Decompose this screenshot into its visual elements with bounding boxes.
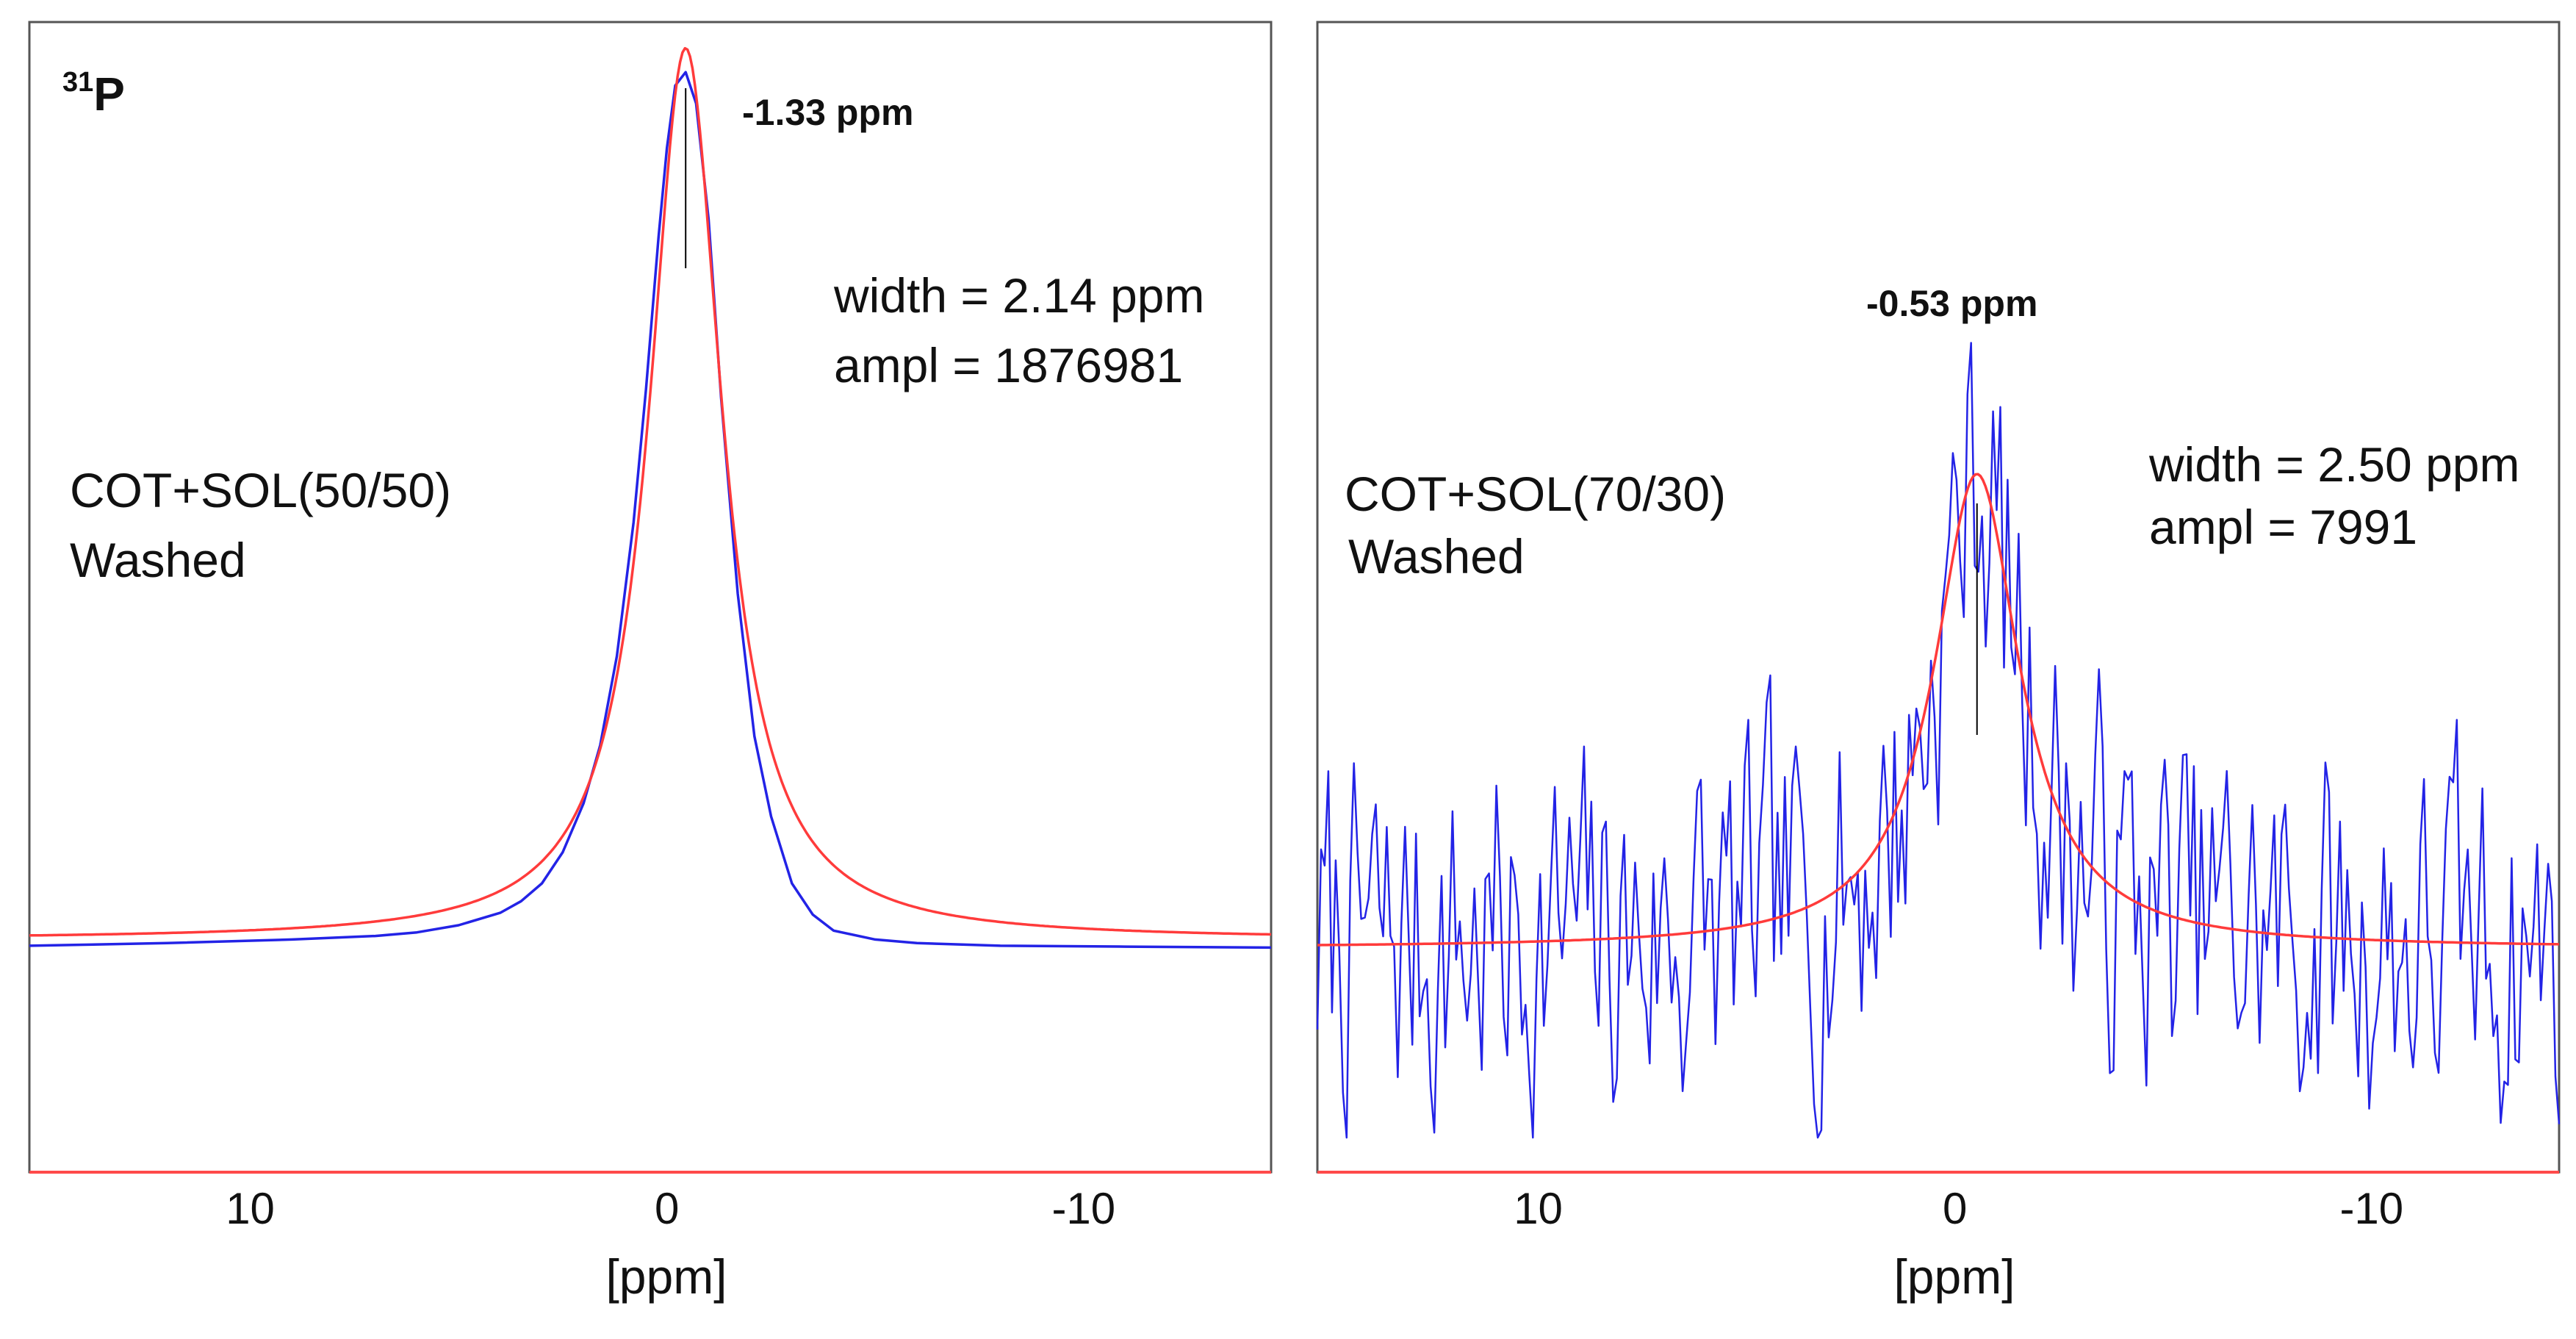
series-layer <box>1316 342 2561 1139</box>
x-tick-label: -10 <box>2339 1184 2403 1233</box>
peak-annotation: -0.53 ppm <box>1866 283 2037 324</box>
sample-treatment: Washed <box>1348 529 1525 584</box>
fit-ampl: ampl = 7991 <box>2149 500 2417 554</box>
series-spectrum <box>29 71 1272 949</box>
series-layer <box>29 46 1272 949</box>
sample-treatment: Washed <box>70 533 246 587</box>
x-tick-label: -10 <box>1051 1184 1115 1233</box>
x-tick-label: 10 <box>1514 1184 1563 1233</box>
x-tick-labels: 10 0 -10 <box>226 1184 1115 1233</box>
peak-annotation: -1.33 ppm <box>742 92 913 133</box>
x-axis-label: [ppm] <box>605 1249 727 1304</box>
x-tick-label: 10 <box>226 1184 275 1233</box>
x-axis-label: [ppm] <box>1893 1249 2015 1304</box>
nucleus-symbol: P <box>93 68 125 121</box>
series-lorentzian-fit <box>29 46 1271 937</box>
panel-right: -0.53 ppm width = 2.50 ppm ampl = 7991 C… <box>1316 21 2561 1304</box>
sample-label: COT+SOL(50/50) <box>70 463 451 517</box>
nucleus-superscript: 31 <box>62 67 93 98</box>
series-spectrum <box>1316 342 2561 1139</box>
nucleus-label: 31P <box>62 67 125 121</box>
fit-width: width = 2.14 ppm <box>833 268 1204 323</box>
fit-ampl: ampl = 1876981 <box>834 338 1183 392</box>
x-tick-label: 0 <box>1943 1184 1967 1233</box>
plot-frame <box>28 21 1273 1174</box>
panel-left: 31P -1.33 ppm width = 2.14 ppm ampl = 18… <box>28 21 1273 1304</box>
fit-width: width = 2.50 ppm <box>2148 437 2519 492</box>
x-tick-labels: 10 0 -10 <box>1514 1184 2403 1233</box>
series-lorentzian-fit <box>1317 473 2560 947</box>
sample-label: COT+SOL(70/30) <box>1345 467 1726 521</box>
plot-frame <box>1316 21 2561 1174</box>
x-tick-label: 0 <box>655 1184 679 1233</box>
